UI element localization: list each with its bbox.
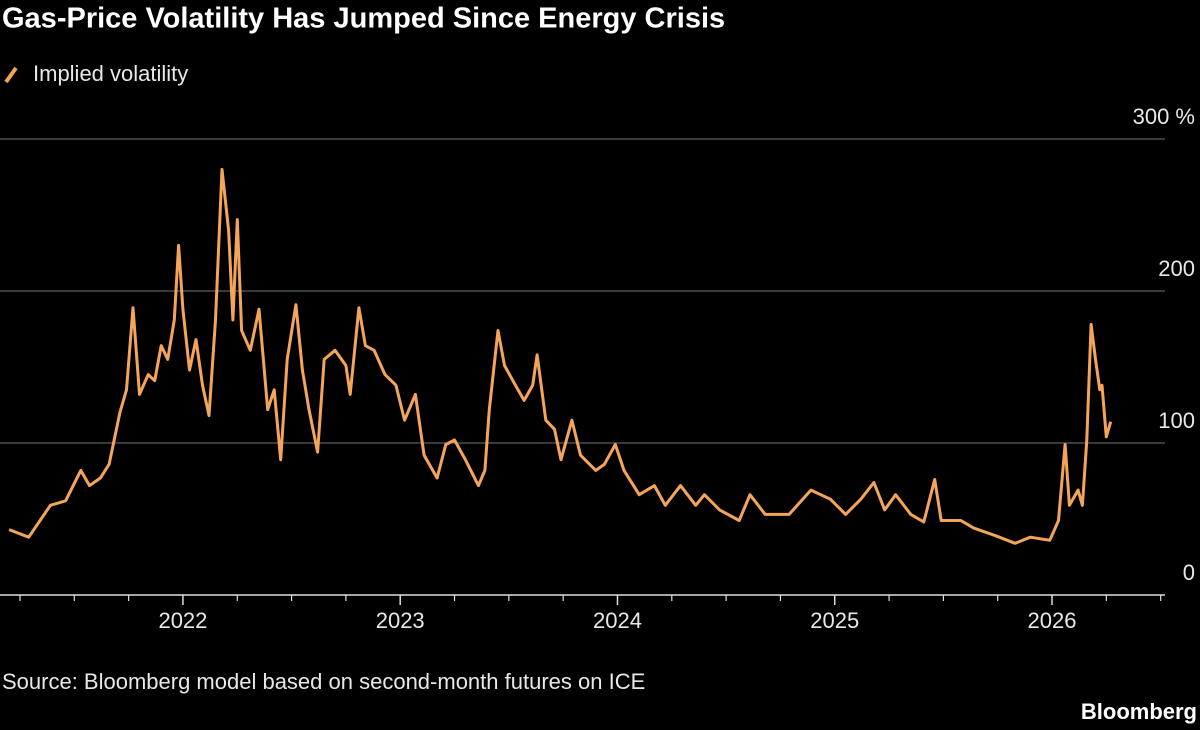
x-tick-label: 2023	[376, 608, 425, 633]
series-line	[8, 167, 1113, 545]
y-tick-label: 200	[1158, 256, 1195, 281]
y-tick-label: 300 %	[1133, 104, 1195, 129]
y-tick-label: 100	[1158, 408, 1195, 433]
source-note: Source: Bloomberg model based on second-…	[2, 669, 645, 694]
chart-title: Gas-Price Volatility Has Jumped Since En…	[2, 3, 725, 35]
legend-swatch	[4, 66, 18, 84]
y-tick-label: 0	[1183, 560, 1195, 585]
legend-label: Implied volatility	[33, 61, 188, 86]
x-tick-label: 2026	[1028, 608, 1077, 633]
x-tick-label: 2022	[158, 608, 207, 633]
x-tick-label: 2025	[810, 608, 859, 633]
x-tick-label: 2024	[593, 608, 642, 633]
brand: Bloomberg	[1081, 699, 1197, 724]
